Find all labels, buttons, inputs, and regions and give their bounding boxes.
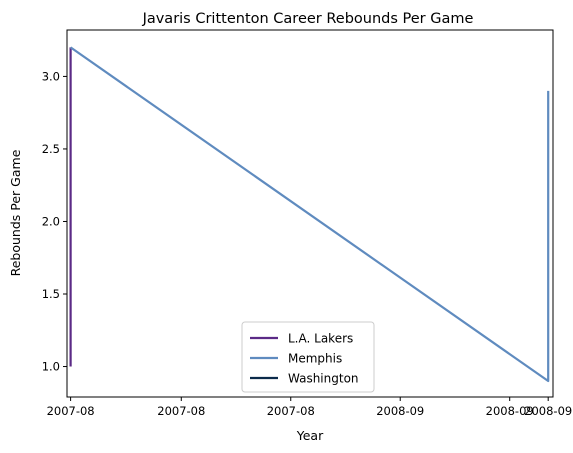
x-tick-label: 2008-09	[486, 404, 534, 418]
chart-title: Javaris Crittenton Career Rebounds Per G…	[142, 11, 474, 27]
series-line-memphis	[69, 46, 550, 383]
plot-lines	[69, 46, 550, 383]
plot-frame	[66, 29, 554, 398]
y-tick-label: 1.5	[42, 287, 60, 301]
x-tick-label: 2008-09	[524, 404, 572, 418]
legend-label: Washington	[288, 372, 359, 386]
y-tick-label: 3.0	[42, 69, 60, 83]
legend-frame	[241, 321, 375, 393]
x-tick-label: 2007-08	[267, 404, 315, 418]
legend: L.A. Lakers Memphis Washington	[241, 321, 375, 393]
y-axis-label: Rebounds Per Game	[8, 149, 23, 276]
x-axis-label: Year	[296, 428, 324, 443]
y-tick-label: 2.5	[42, 142, 60, 156]
y-tick-label: 2.0	[42, 214, 60, 228]
x-tick-label: 2007-08	[157, 404, 205, 418]
legend-label: L.A. Lakers	[288, 332, 353, 346]
x-tick-label: 2007-08	[47, 404, 95, 418]
y-tick-label: 1.0	[42, 360, 60, 374]
y-axis-ticks: 1.0 1.5 2.0 2.5 3.0	[42, 69, 67, 374]
x-tick-label: 2008-09	[376, 404, 424, 418]
legend-label: Memphis	[288, 352, 342, 366]
x-axis-ticks: 2007-08 2007-08 2007-08 2008-09 2008-092008-…	[47, 397, 572, 418]
